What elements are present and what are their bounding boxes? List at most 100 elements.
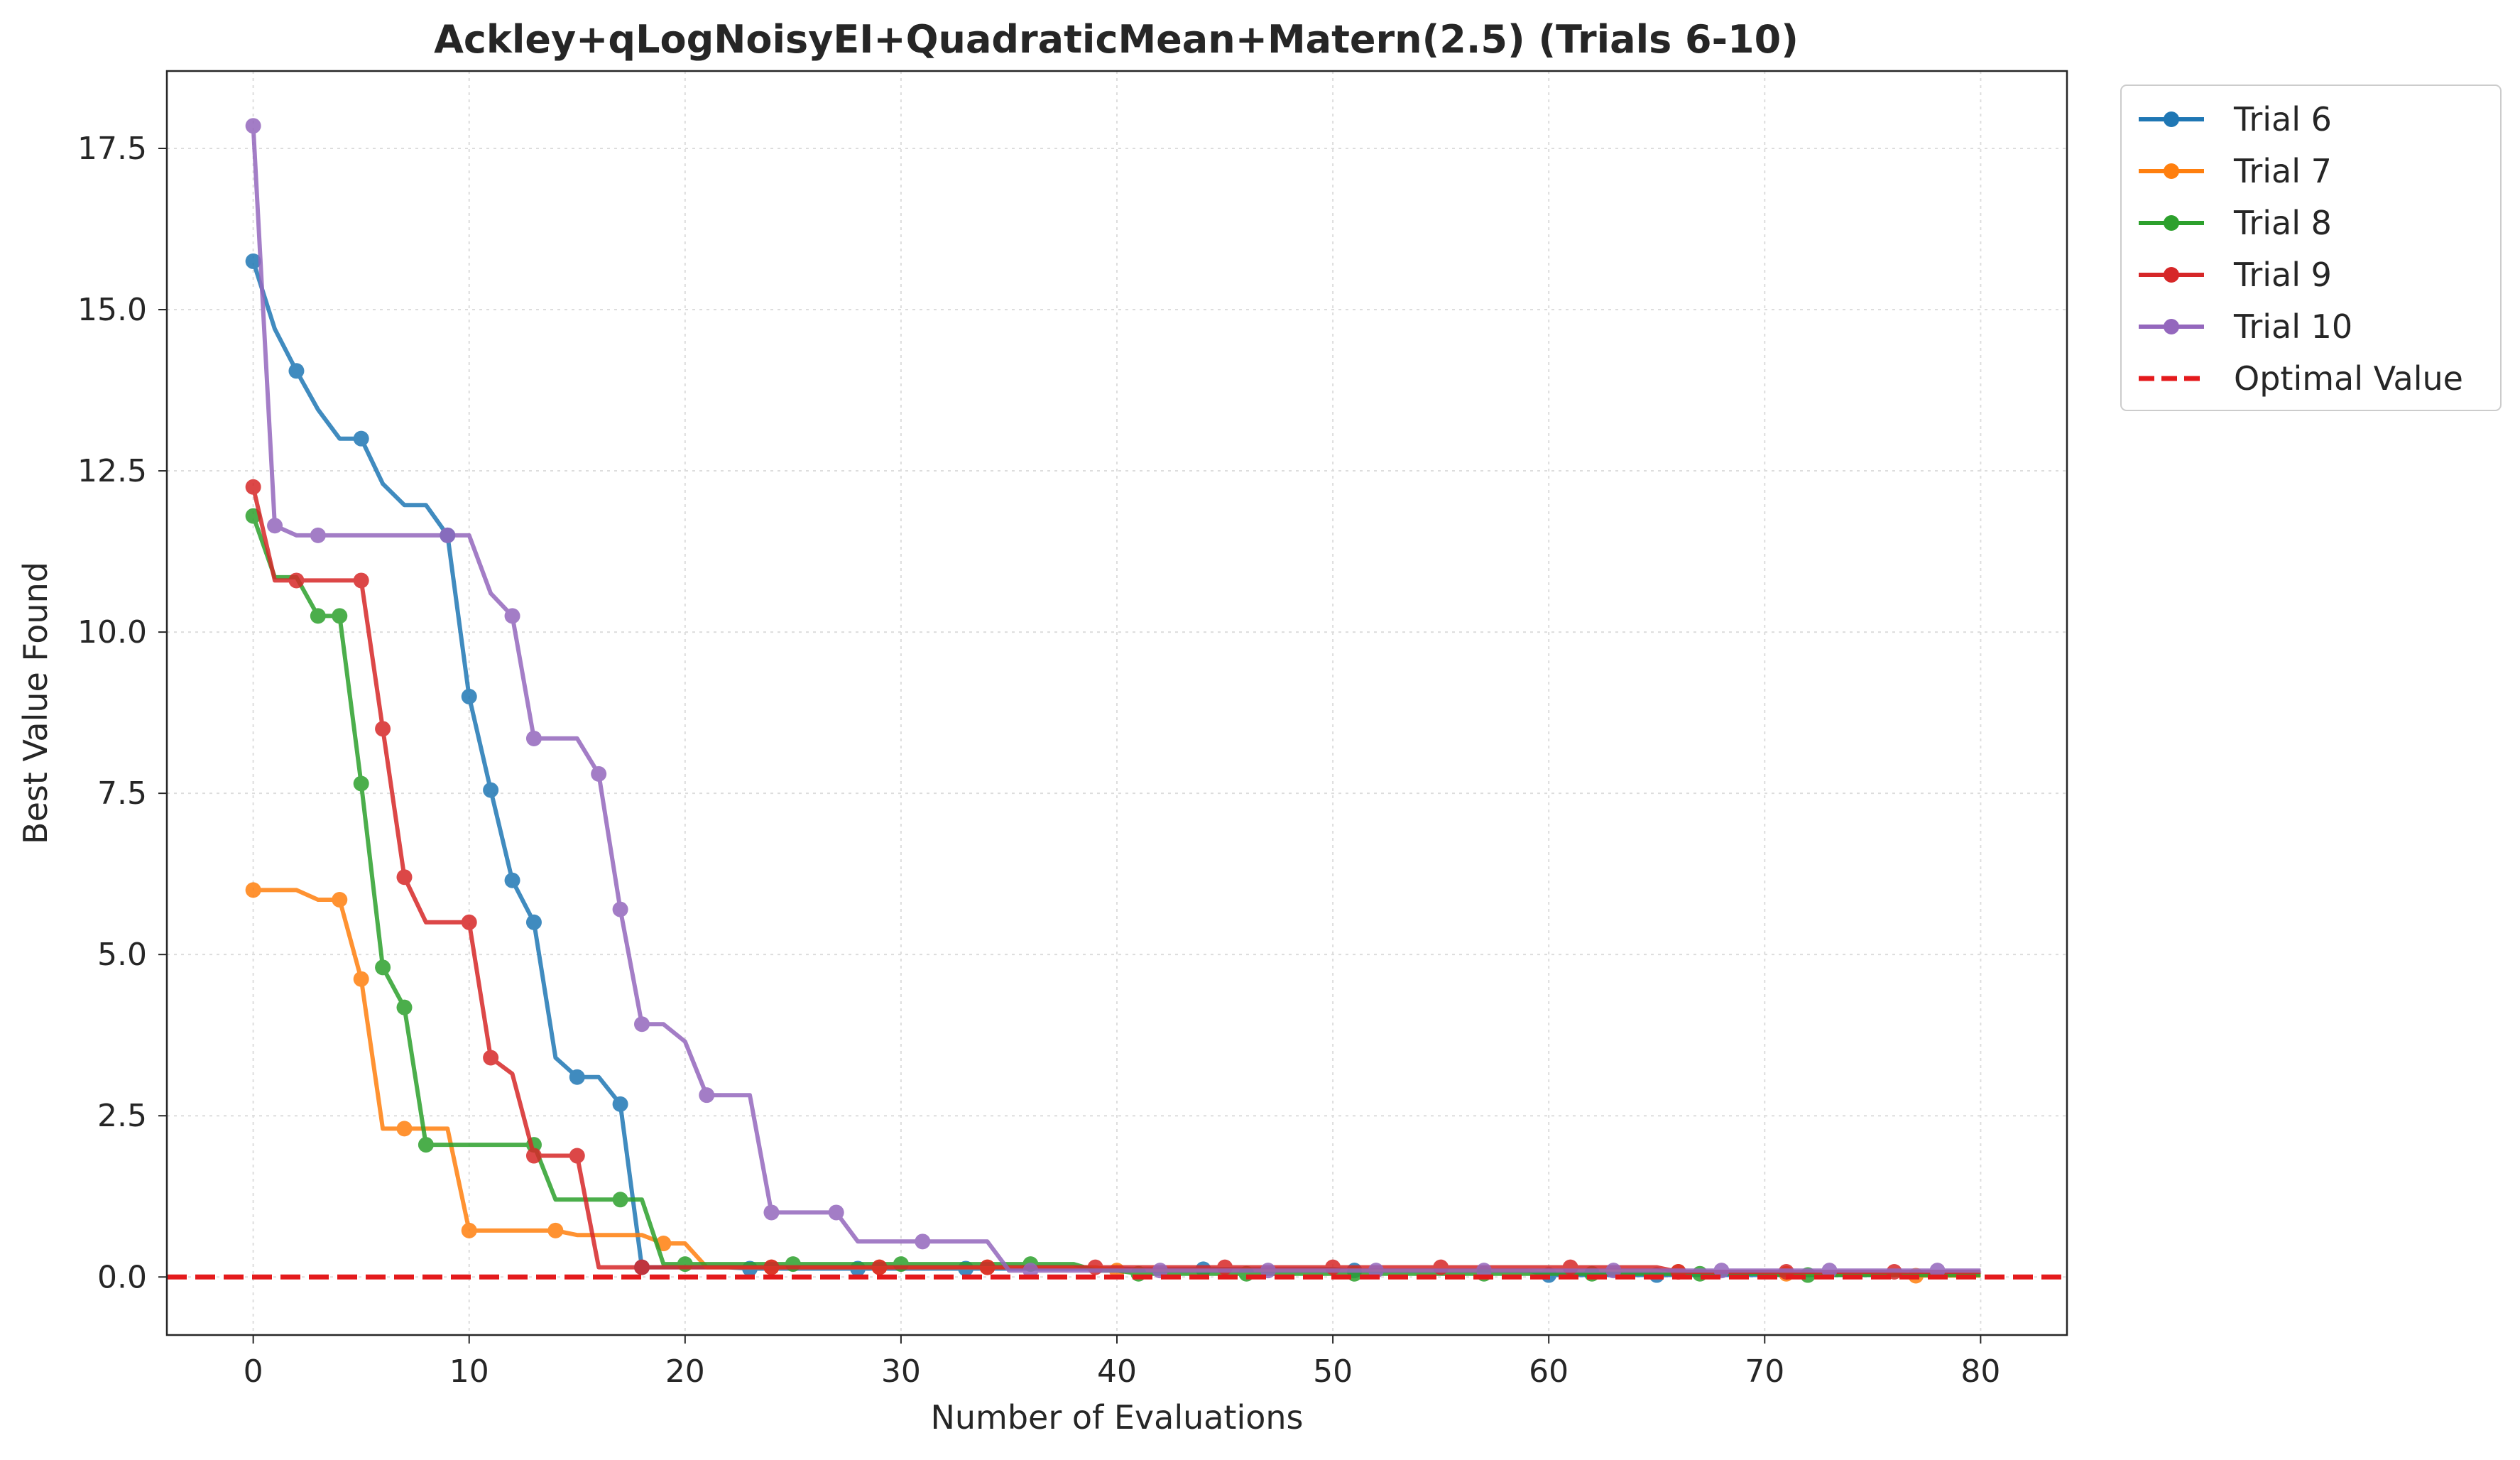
y-tick-label: 7.5 bbox=[97, 775, 147, 812]
legend-swatch-marker bbox=[2164, 215, 2179, 231]
data-point bbox=[1152, 1263, 1168, 1279]
y-tick-label: 15.0 bbox=[77, 292, 147, 328]
data-point bbox=[525, 1148, 542, 1164]
data-point bbox=[612, 1096, 628, 1112]
legend-label: Trial 8 bbox=[2233, 204, 2332, 242]
y-tick-label: 10.0 bbox=[77, 614, 147, 650]
data-point bbox=[1605, 1263, 1622, 1279]
legend-label: Trial 6 bbox=[2233, 100, 2332, 138]
chart-title: Ackley+qLogNoisyEI+QuadraticMean+Matern(… bbox=[434, 17, 1799, 62]
data-point bbox=[915, 1233, 931, 1250]
data-point bbox=[699, 1087, 715, 1104]
x-tick-label: 40 bbox=[1097, 1353, 1137, 1390]
data-point bbox=[332, 891, 348, 908]
data-point bbox=[1260, 1263, 1276, 1279]
data-point bbox=[569, 1069, 585, 1085]
y-tick-label: 12.5 bbox=[77, 453, 147, 489]
data-point bbox=[483, 1050, 499, 1066]
data-point bbox=[591, 766, 607, 782]
x-tick-label: 0 bbox=[244, 1353, 263, 1390]
data-point bbox=[288, 363, 305, 379]
legend-item: Trial 9 bbox=[2139, 256, 2332, 294]
legend-item: Trial 7 bbox=[2139, 152, 2332, 190]
data-point bbox=[1217, 1259, 1233, 1275]
series-trial-6 bbox=[245, 253, 1981, 1283]
data-point bbox=[525, 730, 542, 746]
data-point bbox=[483, 782, 499, 798]
series-trial-7 bbox=[245, 882, 1981, 1284]
data-point bbox=[612, 1192, 628, 1208]
data-point bbox=[461, 1222, 477, 1238]
legend-swatch-marker bbox=[2164, 163, 2179, 179]
series-trial-10 bbox=[245, 118, 1981, 1279]
data-point bbox=[871, 1259, 888, 1275]
data-point bbox=[893, 1256, 909, 1273]
series-line bbox=[253, 888, 1981, 1278]
data-point bbox=[245, 882, 261, 898]
data-point bbox=[288, 572, 305, 589]
data-point bbox=[979, 1259, 996, 1275]
x-tick-label: 80 bbox=[1960, 1353, 2000, 1390]
y-tick-label: 0.0 bbox=[97, 1259, 147, 1295]
x-tick-label: 10 bbox=[449, 1353, 489, 1390]
y-axis-label: Best Value Found bbox=[16, 562, 55, 844]
y-tick-label: 17.5 bbox=[77, 131, 147, 167]
data-point bbox=[396, 1121, 413, 1137]
legend-item: Trial 10 bbox=[2139, 307, 2352, 346]
x-axis-ticks: 0 10 20 30 40 50 60 70 80 bbox=[244, 1335, 2000, 1390]
data-point bbox=[353, 430, 369, 447]
data-point bbox=[461, 688, 477, 704]
data-point bbox=[1325, 1259, 1341, 1275]
series-trial-8 bbox=[245, 508, 1981, 1283]
data-point bbox=[763, 1204, 780, 1221]
data-point bbox=[569, 1148, 585, 1164]
legend-label: Trial 9 bbox=[2233, 256, 2332, 294]
x-tick-label: 20 bbox=[665, 1353, 705, 1390]
data-point bbox=[396, 869, 413, 886]
data-point bbox=[245, 479, 261, 495]
y-tick-label: 5.0 bbox=[97, 937, 147, 973]
y-axis-ticks: 0.0 2.5 5.0 7.5 10.0 12.5 15.0 17.5 bbox=[77, 131, 167, 1295]
data-point bbox=[1821, 1263, 1838, 1279]
data-point bbox=[677, 1256, 693, 1273]
data-point bbox=[1929, 1263, 1946, 1279]
data-point bbox=[245, 253, 261, 269]
legend-swatch-marker bbox=[2164, 319, 2179, 334]
legend-item: Trial 8 bbox=[2139, 204, 2332, 242]
data-point bbox=[785, 1256, 801, 1273]
legend-frame bbox=[2120, 85, 2502, 411]
data-point bbox=[267, 518, 283, 534]
data-point bbox=[353, 971, 369, 987]
legend: Trial 6 Trial 7 Trial 8 Trial 9 Trial 10 Opti… bbox=[2120, 85, 2502, 411]
legend-item: Trial 6 bbox=[2139, 100, 2332, 138]
data-point bbox=[375, 959, 391, 976]
data-point bbox=[504, 608, 520, 624]
data-point bbox=[504, 872, 520, 888]
x-tick-label: 60 bbox=[1529, 1353, 1569, 1390]
data-point bbox=[1087, 1259, 1103, 1275]
series-layer bbox=[245, 118, 1981, 1284]
data-point bbox=[634, 1016, 650, 1033]
data-point bbox=[828, 1204, 844, 1221]
data-point bbox=[1562, 1259, 1578, 1275]
data-point bbox=[525, 914, 542, 930]
data-point bbox=[1022, 1263, 1039, 1279]
y-tick-label: 2.5 bbox=[97, 1098, 147, 1134]
data-point bbox=[1433, 1259, 1449, 1275]
legend-swatch-marker bbox=[2164, 111, 2179, 127]
data-point bbox=[375, 721, 391, 737]
data-point bbox=[1713, 1263, 1730, 1279]
data-point bbox=[310, 608, 326, 624]
legend-swatch-marker bbox=[2164, 267, 2179, 283]
data-point bbox=[612, 901, 628, 917]
data-point bbox=[353, 572, 369, 589]
data-point bbox=[763, 1259, 780, 1275]
data-point bbox=[310, 527, 326, 543]
legend-items: Trial 6 Trial 7 Trial 8 Trial 9 Trial 10 Opti… bbox=[2139, 100, 2463, 398]
data-point bbox=[1368, 1263, 1384, 1279]
data-point bbox=[440, 527, 456, 543]
x-tick-label: 70 bbox=[1745, 1353, 1784, 1390]
legend-label: Trial 10 bbox=[2233, 307, 2352, 346]
